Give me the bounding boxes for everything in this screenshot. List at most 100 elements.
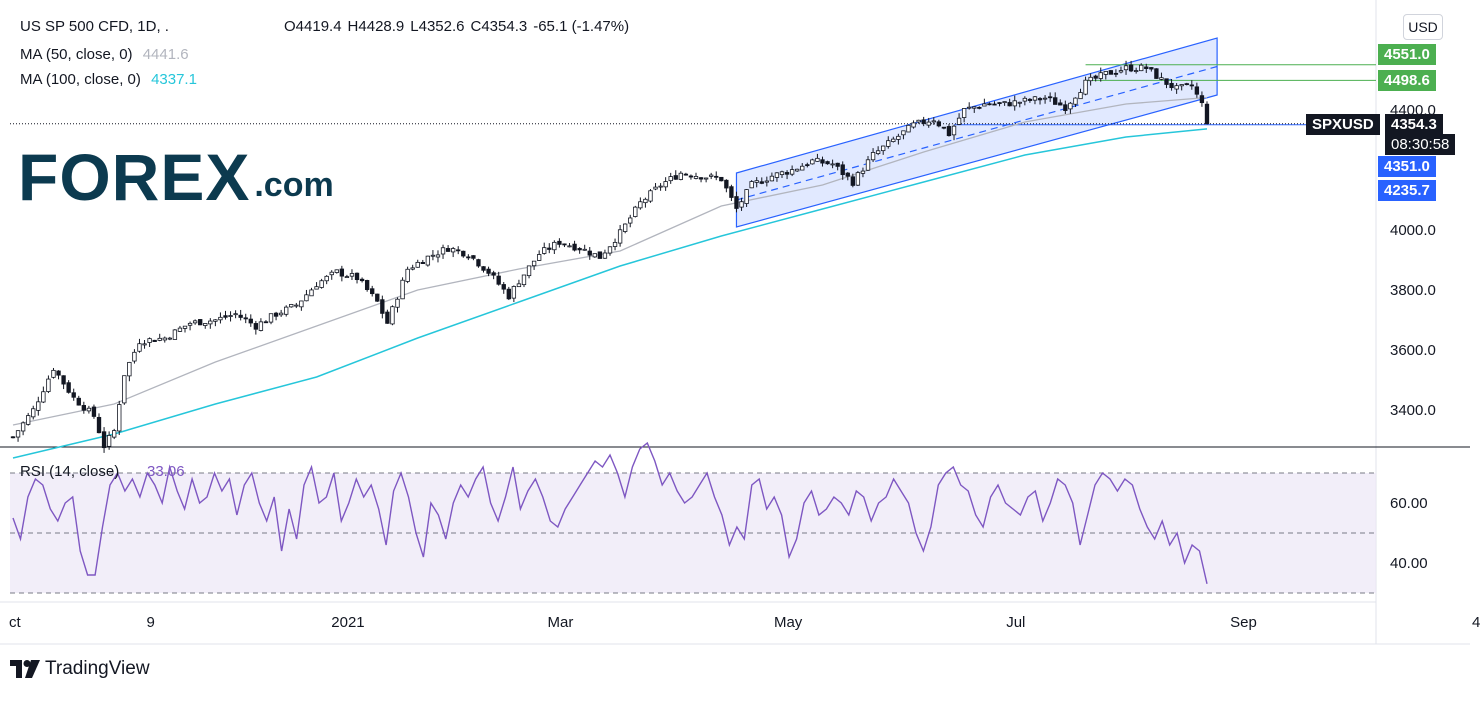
candle-body — [56, 370, 61, 376]
time-axis-label: 4 — [1472, 614, 1480, 631]
candle-body — [1083, 79, 1088, 95]
candle-body — [1063, 104, 1068, 111]
candle-body — [739, 201, 744, 208]
candle-body — [339, 268, 345, 277]
candle-body — [71, 392, 76, 398]
candle-body — [1164, 78, 1169, 85]
candle-body — [491, 272, 496, 276]
tradingview-brand: TradingView — [45, 658, 150, 679]
rsi-title: RSI (14, close) — [20, 463, 119, 480]
ma50-legend[interactable]: MA (50, close, 0) 4441.6 — [20, 46, 195, 63]
candle-body — [845, 172, 850, 177]
candle-body — [789, 169, 795, 175]
forex-logo: FOREX .com — [18, 144, 334, 210]
candle-body — [1139, 64, 1144, 72]
candle-body — [870, 152, 876, 161]
candle-body — [1204, 103, 1210, 125]
candle-body — [901, 130, 906, 136]
candle-body — [359, 278, 365, 282]
candle-body — [203, 323, 208, 326]
candle-body — [380, 299, 385, 314]
candle-body — [1179, 84, 1184, 87]
candle-body — [51, 369, 56, 378]
candle-body — [501, 284, 506, 290]
candle-body — [152, 339, 157, 342]
candle-body — [572, 243, 577, 251]
candle-body — [26, 415, 31, 425]
candle-body — [673, 175, 678, 180]
ohlc-change: -65.1 (-1.47%) — [533, 18, 630, 35]
price-tag-ma100: 4235.7 — [1378, 180, 1436, 201]
bar-countdown: 08:30:58 — [1385, 134, 1456, 155]
candle-body — [268, 313, 274, 323]
candle-body — [324, 275, 329, 282]
candle-body — [390, 306, 395, 325]
candle-body — [187, 322, 193, 326]
candle-body — [1053, 97, 1058, 105]
candle-body — [46, 378, 51, 392]
candle-body — [228, 315, 233, 317]
candle-body — [830, 163, 835, 166]
candle-body — [749, 181, 754, 189]
candle-body — [258, 321, 264, 331]
candle-body — [294, 304, 299, 307]
candle-body — [658, 185, 663, 188]
candle-body — [213, 319, 218, 322]
last-price-tag: 4354.3 — [1385, 114, 1443, 135]
candle-body — [41, 391, 46, 403]
tradingview-logo[interactable]: TradingView — [10, 658, 150, 680]
symbol-title-text: US SP 500 CFD, 1D, . — [20, 18, 169, 35]
candle-body — [314, 286, 319, 290]
candle-body — [76, 397, 81, 406]
candle-body — [987, 103, 992, 106]
currency-button[interactable]: USD — [1403, 14, 1443, 40]
candle-body — [1002, 101, 1007, 104]
candle-body — [1159, 77, 1164, 80]
candle-body — [445, 248, 451, 252]
candle-body — [81, 405, 87, 411]
ma100-legend[interactable]: MA (100, close, 0) 4337.1 — [20, 71, 203, 88]
candle-body — [304, 294, 309, 302]
candle-body — [587, 250, 592, 256]
candle-body — [223, 315, 228, 318]
candle-body — [967, 106, 972, 109]
candle-body — [132, 351, 137, 362]
candle-body — [278, 312, 284, 316]
candle-body — [430, 254, 436, 257]
candle-body — [795, 168, 800, 172]
candle-body — [248, 318, 253, 324]
candle-body — [921, 119, 926, 124]
candle-body — [1058, 102, 1063, 106]
candle-body — [511, 286, 517, 299]
ohlc-open: O4419.4 — [284, 18, 342, 35]
candle-body — [1169, 82, 1174, 89]
candle-body — [1128, 64, 1134, 72]
candle-body — [1068, 102, 1073, 110]
tradingview-logo-icon — [10, 660, 40, 678]
candle-body — [425, 255, 431, 266]
candle-body — [886, 140, 891, 147]
candle-body — [440, 247, 446, 255]
candle-body — [112, 430, 117, 438]
candle-body — [1042, 97, 1048, 100]
price-axis-label: 3800.0 — [1390, 282, 1436, 299]
candle-body — [774, 172, 780, 178]
candle-body — [101, 431, 107, 449]
time-axis-label: 9 — [146, 614, 154, 631]
rsi-axis-label: 40.00 — [1390, 555, 1428, 572]
candle-body — [481, 266, 486, 271]
candle-body — [415, 261, 420, 268]
candle-body — [61, 375, 66, 385]
candle-body — [253, 323, 259, 330]
candle-body — [906, 124, 911, 133]
candle-body — [516, 283, 522, 288]
candle-body — [729, 186, 734, 198]
time-axis-label: Sep — [1230, 614, 1257, 631]
symbol-title[interactable]: US SP 500 CFD, 1D, . — [20, 18, 175, 35]
candle-body — [982, 103, 987, 107]
candle-body — [1047, 96, 1053, 99]
candle-body — [162, 337, 167, 341]
candle-body — [461, 250, 466, 257]
candle-body — [820, 159, 825, 164]
candle-body — [612, 241, 618, 247]
